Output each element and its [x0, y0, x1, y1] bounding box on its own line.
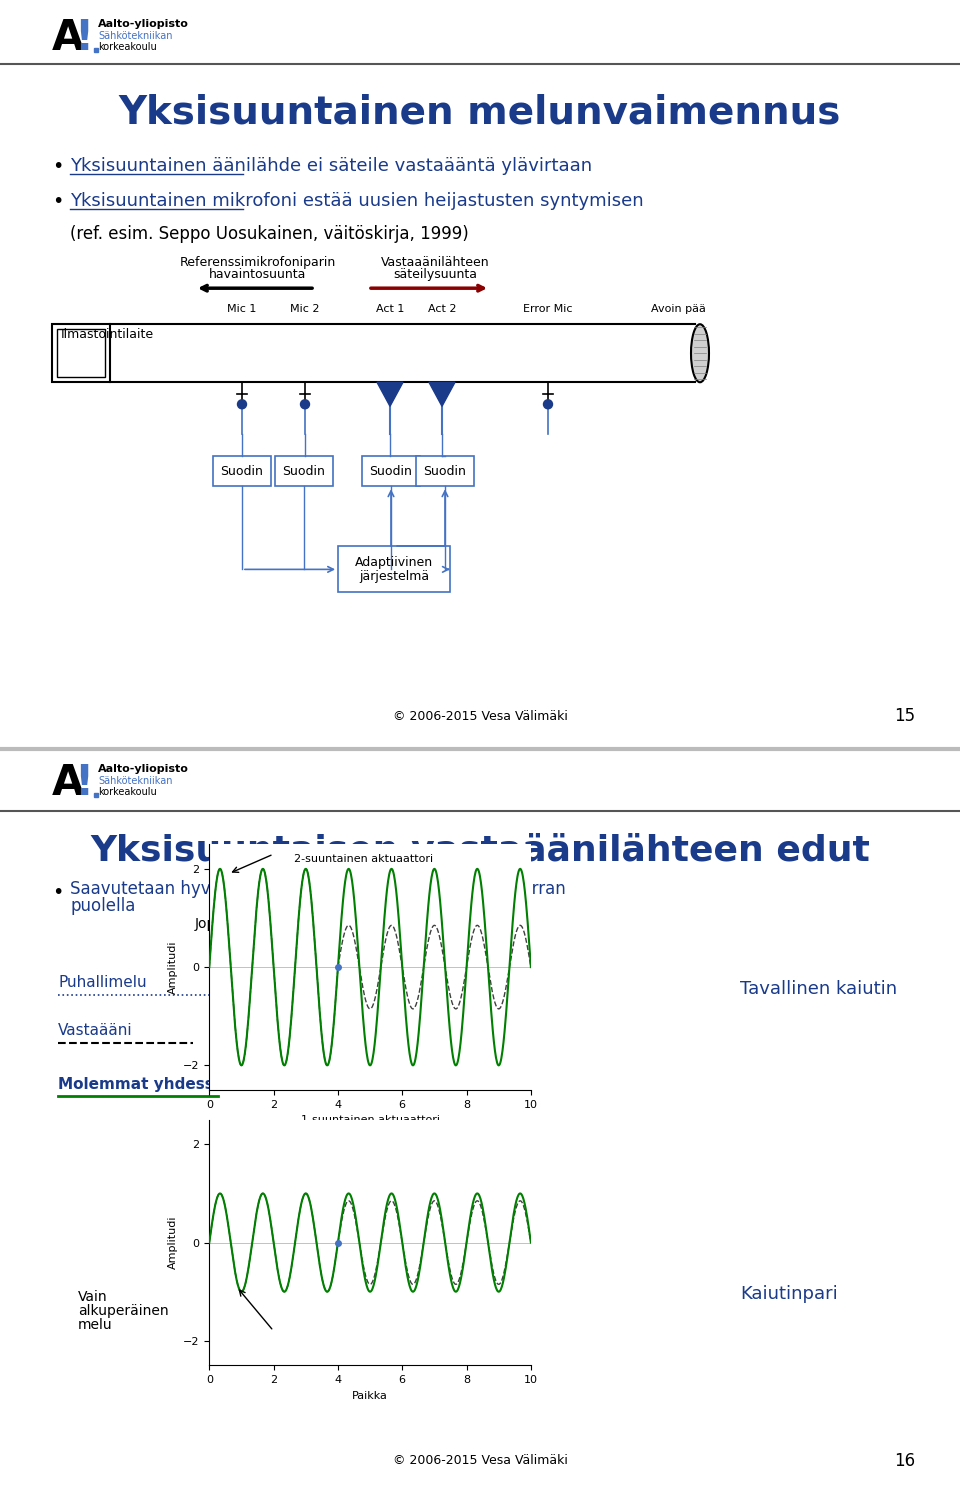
Text: järjestelmä: järjestelmä	[359, 570, 429, 582]
Bar	[213, 456, 271, 487]
Text: •: •	[52, 883, 63, 902]
Text: Vastaaänilähteen: Vastaaänilähteen	[381, 256, 490, 268]
Text: Yksisuuntainen melunvaimennus: Yksisuuntainen melunvaimennus	[119, 94, 841, 131]
Text: •: •	[52, 192, 63, 210]
Text: Sähkötekniikan: Sähkötekniikan	[98, 31, 173, 42]
Text: Act 1: Act 1	[375, 304, 404, 314]
Text: Yksisuuntainen äänilähde ei säteile vastaääntä ylävirtaan: Yksisuuntainen äänilähde ei säteile vast…	[70, 158, 592, 176]
Bar	[416, 456, 474, 487]
Text: 2-suuntainen aktuaattori: 2-suuntainen aktuaattori	[294, 855, 433, 864]
Text: Ilmastointilaite: Ilmastointilaite	[60, 328, 154, 341]
Text: alkuperäinen: alkuperäinen	[78, 1304, 169, 1318]
Text: Avoin pää: Avoin pää	[651, 304, 706, 314]
Ellipse shape	[691, 325, 709, 383]
Text: Aalto-yliopisto: Aalto-yliopisto	[98, 764, 189, 773]
Bar	[275, 456, 333, 487]
Bar	[94, 48, 98, 52]
Text: A: A	[52, 761, 84, 804]
Y-axis label: Amplitudi: Amplitudi	[167, 1217, 178, 1269]
Text: Yksisuuntainen mikrofoni estää uusien heijastusten syntymisen: Yksisuuntainen mikrofoni estää uusien he…	[70, 192, 643, 210]
Y-axis label: Amplitudi: Amplitudi	[167, 941, 178, 993]
Bar	[338, 546, 450, 593]
Text: Suodin: Suodin	[221, 465, 263, 478]
Text: •: •	[52, 156, 63, 176]
Text: Vastaääni: Vastaääni	[58, 1023, 132, 1038]
Text: © 2006-2015 Vesa Välimäki: © 2006-2015 Vesa Välimäki	[393, 710, 567, 724]
Text: Referenssimikrofoniparin: Referenssimikrofoniparin	[180, 256, 336, 268]
Text: Mic 2: Mic 2	[290, 304, 320, 314]
Text: Suodin: Suodin	[282, 465, 325, 478]
Text: 15: 15	[895, 707, 916, 725]
Text: !: !	[75, 761, 93, 804]
Text: Adaptiivinen: Adaptiivinen	[355, 555, 433, 569]
Text: Aalto-yliopisto: Aalto-yliopisto	[98, 19, 189, 28]
Text: havaintosuunta: havaintosuunta	[209, 268, 306, 281]
Text: Kaiutinpari: Kaiutinpari	[740, 1285, 838, 1303]
Text: Act 2: Act 2	[428, 304, 456, 314]
Circle shape	[300, 399, 309, 409]
Text: Saavutetaan hyvä vaimennus ja äänitaso ei kasva ylävirran: Saavutetaan hyvä vaimennus ja äänitaso e…	[70, 880, 565, 898]
Text: A: A	[52, 16, 84, 60]
Bar	[57, 329, 105, 377]
Text: Tavallinen kaiutin: Tavallinen kaiutin	[740, 980, 898, 998]
Text: puolella: puolella	[70, 896, 135, 914]
Text: Molemmat yhdessä: Molemmat yhdessä	[58, 1077, 224, 1093]
Text: säteilysuunta: säteilysuunta	[393, 268, 477, 281]
Text: korkeakoulu: korkeakoulu	[98, 786, 156, 797]
Bar	[94, 792, 98, 797]
Text: Suodin: Suodin	[423, 465, 467, 478]
Bar	[52, 325, 110, 383]
Text: Puhallimelu: Puhallimelu	[58, 975, 147, 990]
Text: © 2006-2015 Vesa Välimäki: © 2006-2015 Vesa Välimäki	[393, 1455, 567, 1468]
Circle shape	[543, 399, 553, 409]
X-axis label: 1-suuntainen aktuaattori: 1-suuntainen aktuaattori	[300, 1115, 440, 1126]
Text: lisää: lisää	[212, 931, 244, 944]
Text: melu: melu	[78, 1318, 112, 1331]
Polygon shape	[429, 383, 455, 406]
X-axis label: Paikka: Paikka	[352, 1391, 388, 1401]
Text: Jopa 6 dB: Jopa 6 dB	[195, 917, 261, 931]
Text: !: !	[75, 16, 93, 60]
Text: Error Mic: Error Mic	[523, 304, 573, 314]
Text: Sähkötekniikan: Sähkötekniikan	[98, 776, 173, 786]
Text: (ref. esim. Seppo Uosukainen, väitöskirja, 1999): (ref. esim. Seppo Uosukainen, väitöskirj…	[70, 225, 468, 243]
Text: Vain: Vain	[78, 1289, 108, 1304]
Text: korkeakoulu: korkeakoulu	[98, 42, 156, 52]
Text: Yksisuuntaisen vastaäänilähteen edut: Yksisuuntaisen vastaäänilähteen edut	[90, 834, 870, 868]
Bar	[362, 456, 420, 487]
Text: 16: 16	[895, 1452, 916, 1470]
Polygon shape	[377, 383, 403, 406]
Text: Suodin: Suodin	[370, 465, 413, 478]
Circle shape	[237, 399, 247, 409]
Text: Mic 1: Mic 1	[228, 304, 256, 314]
